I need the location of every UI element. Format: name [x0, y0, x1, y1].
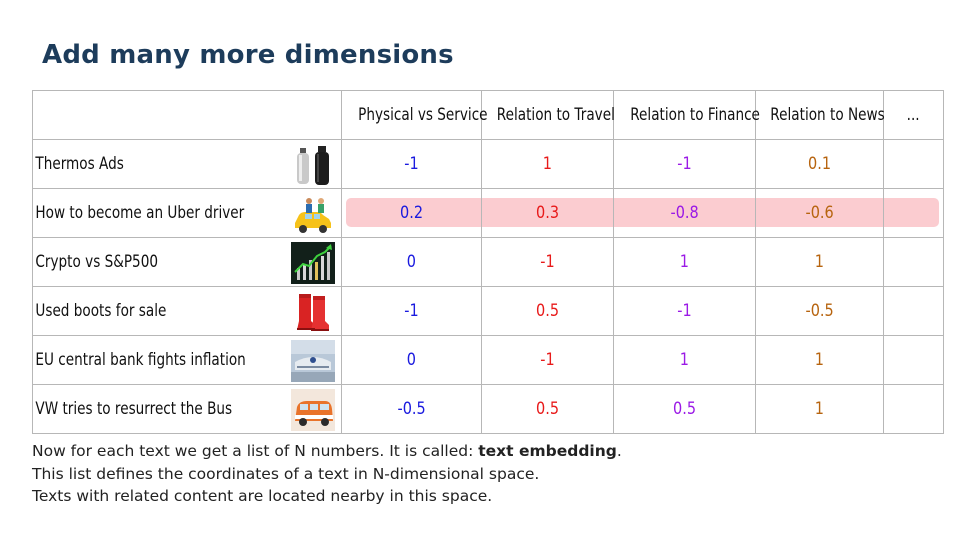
cell-finance: -1: [613, 286, 756, 336]
footer-line-1: Now for each text we get a list of N num…: [32, 442, 622, 460]
header-relation-to-finance: Relation to Finance: [613, 90, 760, 140]
slide-title: Add many more dimensions: [42, 40, 454, 70]
cell-physical: -1: [341, 286, 482, 336]
cell-news: 1: [755, 335, 884, 385]
cell-finance: 0.5: [613, 384, 756, 434]
cell-news: 1: [755, 237, 884, 287]
cell-finance: -1: [613, 139, 756, 189]
header-ellipsis: ...: [883, 90, 944, 140]
cell-finance: 1: [613, 237, 756, 287]
cell-travel: -1: [481, 335, 614, 385]
row-label: How to become an Uber driver: [32, 188, 342, 238]
cell-more: [883, 139, 944, 189]
cell-physical: -0.5: [341, 384, 482, 434]
cell-more: [883, 188, 944, 238]
taxi-driver-icon: [291, 193, 335, 235]
cell-more: [883, 335, 944, 385]
cell-travel: 0.5: [481, 384, 614, 434]
cell-physical: -1: [341, 139, 482, 189]
row-label: Thermos Ads: [32, 139, 342, 189]
bank-building-icon: [291, 340, 335, 382]
cell-travel: -1: [481, 237, 614, 287]
footer-line-3: Texts with related content are located n…: [32, 487, 493, 505]
table-row: Thermos Ads -1 1 -1 0.1: [32, 139, 944, 189]
row-label: EU central bank fights inflation: [32, 335, 342, 385]
table-row: VW tries to resurrect the Bus -0.5 0.5 0…: [32, 384, 944, 434]
cell-news: -0.6: [755, 188, 884, 238]
vw-bus-icon: [291, 389, 335, 431]
cell-more: [883, 286, 944, 336]
cell-more: [883, 384, 944, 434]
header-physical-vs-service: Physical vs Service: [341, 90, 488, 140]
table-row: Used boots for sale -1 0.5 -1 -0.5: [32, 286, 944, 336]
cell-news: 0.1: [755, 139, 884, 189]
cell-physical: 0: [341, 335, 482, 385]
header-relation-to-news: Relation to News: [755, 90, 885, 140]
cell-travel: 1: [481, 139, 614, 189]
cell-travel: 0.3: [481, 188, 614, 238]
header-corner: [32, 90, 342, 140]
table-header-row: Physical vs Service Relation to Travel R…: [32, 90, 944, 140]
cell-more: [883, 237, 944, 287]
table-row: Crypto vs S&P500 0 -1 1 1: [32, 237, 944, 287]
cell-news: -0.5: [755, 286, 884, 336]
cell-physical: 0: [341, 237, 482, 287]
header-relation-to-travel: Relation to Travel: [481, 90, 615, 140]
cell-finance: 1: [613, 335, 756, 385]
row-label: Used boots for sale: [32, 286, 342, 336]
footer-text: Now for each text we get a list of N num…: [32, 440, 622, 508]
table-row-highlighted: How to become an Uber driver 0.2 0.3 -0.…: [32, 188, 944, 238]
row-label: VW tries to resurrect the Bus: [32, 384, 342, 434]
text-embedding-term: text embedding: [478, 442, 617, 460]
table-row: EU central bank fights inflation 0 -1 1 …: [32, 335, 944, 385]
red-boots-icon: [291, 291, 335, 333]
thermos-bottles-icon: [291, 144, 335, 186]
cell-travel: 0.5: [481, 286, 614, 336]
footer-line-2: This list defines the coordinates of a t…: [32, 464, 540, 483]
crypto-chart-icon: [291, 242, 335, 284]
row-label: Crypto vs S&P500: [32, 237, 342, 287]
cell-physical: 0.2: [341, 188, 482, 238]
embedding-table: Physical vs Service Relation to Travel R…: [32, 90, 944, 434]
cell-news: 1: [755, 384, 884, 434]
cell-finance: -0.8: [613, 188, 756, 238]
